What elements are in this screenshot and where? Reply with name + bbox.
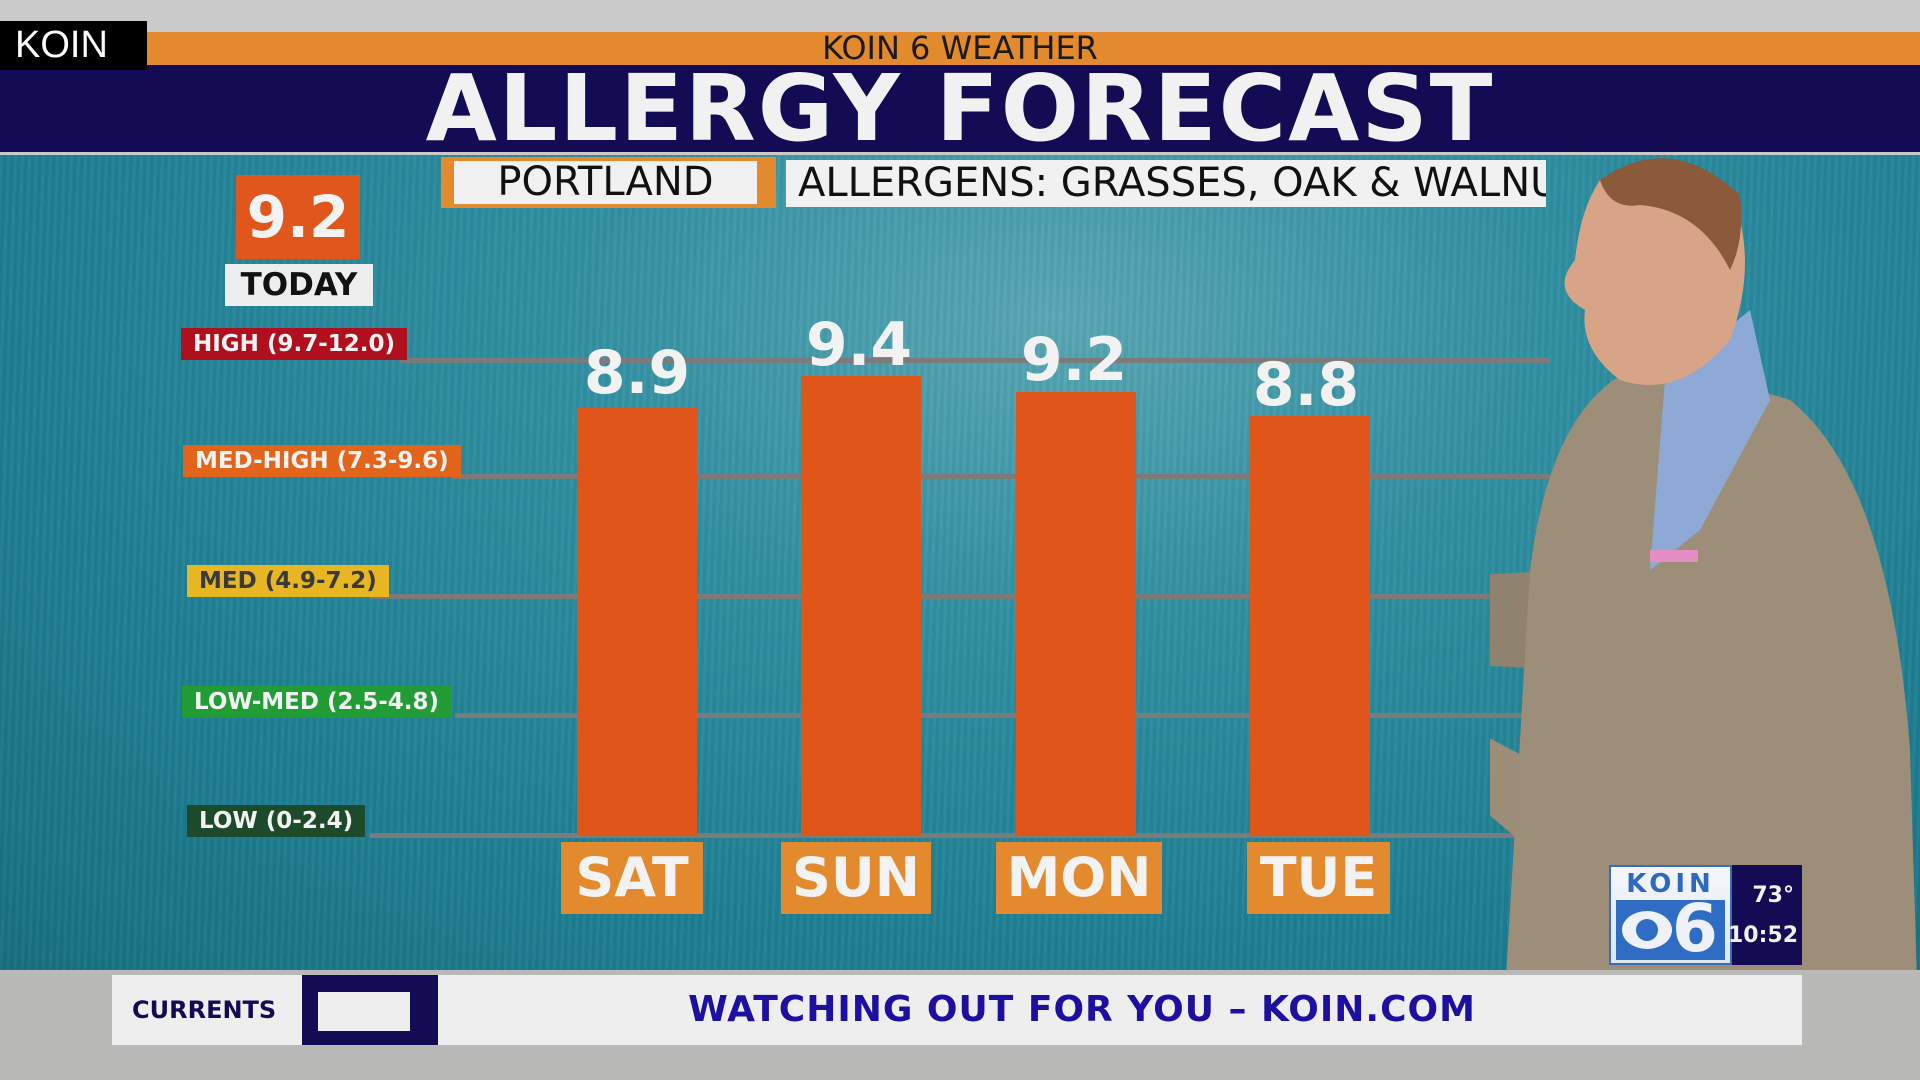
clock: 10:52	[1727, 923, 1798, 948]
level-med-high: MED-HIGH (7.3-9.6)	[183, 445, 461, 477]
currents-box	[302, 975, 438, 1045]
weather-time-box: 73° 10:52	[1728, 865, 1802, 965]
lower-third: CURRENTS WATCHING OUT FOR YOU – KOIN.COM	[112, 975, 1802, 1045]
logo-number: 6	[1672, 890, 1718, 967]
gridline-high	[400, 358, 1550, 363]
location-box: PORTLAND	[441, 157, 776, 208]
title-bar: ALLERGY FORECAST	[0, 55, 1920, 162]
presenter-image	[1490, 158, 1920, 1080]
station-bug: KOIN	[0, 21, 147, 70]
value-tue: 8.8	[1252, 350, 1360, 420]
day-sun: SUN	[781, 842, 931, 914]
value-mon: 9.2	[1020, 325, 1128, 395]
level-low-med: LOW-MED (2.5-4.8)	[182, 686, 452, 718]
top-margin	[0, 0, 1920, 32]
gridline-med	[370, 594, 1550, 599]
day-mon: MON	[996, 842, 1162, 914]
cbs-eye-icon	[1622, 911, 1672, 949]
allergens-box: ALLERGENS: GRASSES, OAK & WALNUT	[786, 160, 1546, 207]
bar-mon	[1016, 392, 1136, 835]
level-med: MED (4.9-7.2)	[187, 565, 389, 597]
today-value: 9.2	[236, 175, 360, 259]
location: PORTLAND	[454, 161, 757, 204]
value-sun: 9.4	[805, 310, 913, 380]
page-title: ALLERGY FORECAST	[425, 55, 1495, 162]
value-sat: 8.9	[583, 338, 691, 408]
koin-cbs-logo: KOIN 6	[1609, 865, 1732, 965]
cbs-six-block: 6	[1616, 894, 1725, 964]
logo-text: KOIN	[1626, 869, 1715, 899]
level-low: LOW (0-2.4)	[187, 805, 366, 837]
bar-tue	[1250, 416, 1370, 835]
temperature: 73°	[1752, 883, 1794, 908]
day-sat: SAT	[561, 842, 703, 914]
subtitle-bar: KOIN 6 WEATHER	[0, 32, 1920, 65]
ticker-text: WATCHING OUT FOR YOU – KOIN.COM	[688, 989, 1476, 1030]
level-high: HIGH (9.7-12.0)	[181, 328, 408, 360]
currents-label: CURRENTS	[132, 996, 277, 1024]
bar-sat	[577, 408, 697, 835]
currents-box-inner	[318, 992, 410, 1031]
gridline-low-med	[455, 713, 1550, 718]
gridline-low	[370, 833, 1550, 838]
day-tue: TUE	[1247, 842, 1390, 914]
bar-sun	[801, 376, 921, 835]
today-label: TODAY	[225, 264, 373, 306]
gridline-med-high	[452, 474, 1550, 479]
subtitle: KOIN 6 WEATHER	[822, 29, 1098, 67]
